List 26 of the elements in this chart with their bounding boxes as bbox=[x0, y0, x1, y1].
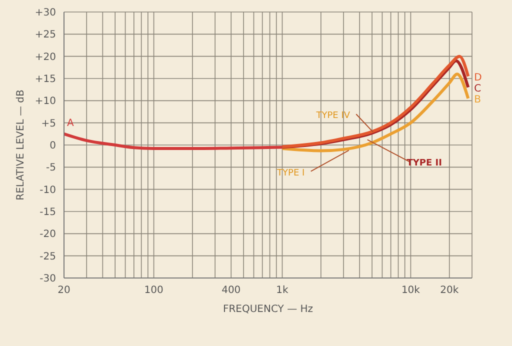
y-tick-label: 0 bbox=[50, 140, 56, 152]
x-tick-label: 100 bbox=[144, 285, 164, 296]
y-tick-label: -15 bbox=[40, 207, 56, 218]
series-label: C bbox=[474, 83, 482, 94]
annotation: TYPE IV bbox=[315, 111, 351, 122]
x-tick-label: 1k bbox=[276, 285, 289, 296]
y-tick-label: -20 bbox=[40, 229, 56, 240]
x-tick-label: 400 bbox=[222, 285, 241, 296]
y-tick-label: +25 bbox=[34, 30, 56, 41]
y-tick-label: +10 bbox=[34, 96, 56, 108]
y-tick-label: +15 bbox=[34, 74, 56, 86]
y-tick-label: +20 bbox=[34, 52, 56, 63]
y-tick-label: -25 bbox=[40, 251, 56, 262]
annotation: TYPE II bbox=[406, 158, 442, 169]
y-tick-label: +30 bbox=[34, 8, 56, 19]
x-tick-label: 20k bbox=[440, 285, 459, 296]
x-axis-title: FREQUENCY — Hz bbox=[222, 304, 314, 315]
y-tick-label: +5 bbox=[41, 118, 56, 130]
x-tick-label: 20 bbox=[58, 285, 70, 296]
y-tick-label: -10 bbox=[40, 184, 56, 196]
series-label: D bbox=[474, 72, 482, 84]
y-axis-title: RELATIVE LEVEL — dB bbox=[16, 90, 27, 200]
y-tick-label: -5 bbox=[46, 162, 56, 174]
y-tick-label: -30 bbox=[40, 274, 56, 285]
series-label: B bbox=[474, 94, 482, 106]
x-tick-label: 10k bbox=[401, 285, 420, 296]
